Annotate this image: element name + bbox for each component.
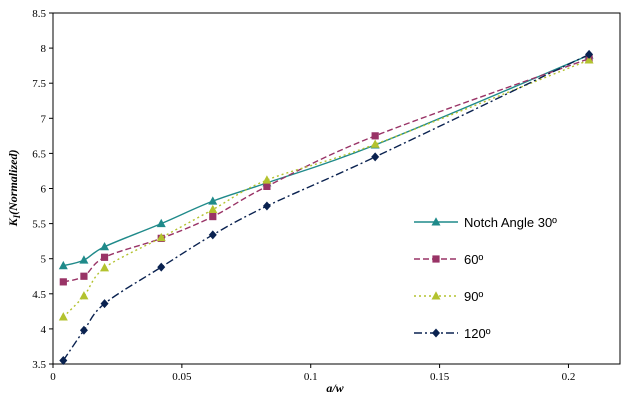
chart-series [58,49,594,365]
legend: Notch Angle 30º 60º 90º 120º [414,215,557,341]
data-point [79,325,88,335]
data-point [209,212,217,221]
legend-label: 60º [464,252,483,267]
data-point [79,291,89,300]
legend-label: Notch Angle 30º [464,215,557,230]
data-point [585,49,594,59]
data-point [100,263,110,272]
chart-axes [52,12,621,365]
y-tick-label: 7.5 [32,78,46,90]
series-0 [58,50,594,270]
data-point [156,232,166,242]
data-point [371,152,380,162]
x-axis-title: a/w [326,381,344,395]
data-point [58,260,68,270]
y-axis-title: KI(Normalized) [6,150,22,228]
y-axis-title-main: K [6,217,20,227]
y-tick-label: 8.5 [32,8,46,20]
data-point [157,262,166,272]
data-point [371,132,379,140]
data-point [370,139,380,148]
legend-entry: 120º [414,326,491,341]
y-tick-label: 7 [41,113,47,125]
y-tick-label: 6.5 [32,148,46,160]
y-tick-label: 4.5 [32,289,46,301]
y-tick-label: 6 [41,184,47,196]
data-point [80,272,88,280]
x-tick-label: 0.15 [430,371,450,383]
x-tick-label: 0.2 [562,371,576,383]
data-point [156,218,166,228]
chart-ticks: 3.5 4 4.5 5 5.5 6 6.5 7 7.5 8 8.5 0 0.05 0.1 0.15 0.2 [32,8,575,383]
series-line [62,53,590,361]
legend-swatch-marker [431,291,441,300]
legend-label: 120º [464,326,491,341]
data-point [584,55,594,64]
data-point [59,355,68,365]
data-point [58,312,68,321]
y-tick-label: 4 [41,324,47,336]
data-point [79,255,89,264]
data-point [208,230,217,240]
data-point [262,201,271,211]
legend-entry: 90º [414,289,483,304]
data-point [262,175,272,184]
series-3 [59,49,594,365]
legend-entry: 60º [414,252,483,267]
legend-swatch-marker [432,328,440,338]
y-tick-label: 5 [41,254,47,266]
legend-swatch-marker [431,217,441,226]
data-point [100,299,109,309]
y-tick-label: 8 [41,43,47,55]
legend-entry: Notch Angle 30º [414,215,557,230]
x-tick-label: 0.1 [304,371,318,383]
data-point [100,241,110,251]
series-1 [59,55,593,286]
series-2 [58,55,594,321]
legend-swatch-marker [432,255,440,263]
y-tick-label: 3.5 [32,359,46,371]
data-point [208,196,218,205]
y-axis-title-sub: I [12,214,22,219]
y-tick-label: 5.5 [32,219,46,231]
legend-label: 90º [464,289,483,304]
plot-area-frame [52,12,621,365]
data-point [100,253,109,261]
y-axis-title-rest: (Normalized) [6,150,20,215]
data-point [59,278,67,286]
data-point [263,182,271,190]
data-point [208,204,218,214]
x-tick-label: 0.05 [172,371,192,383]
x-tick-label: 0 [50,371,56,383]
